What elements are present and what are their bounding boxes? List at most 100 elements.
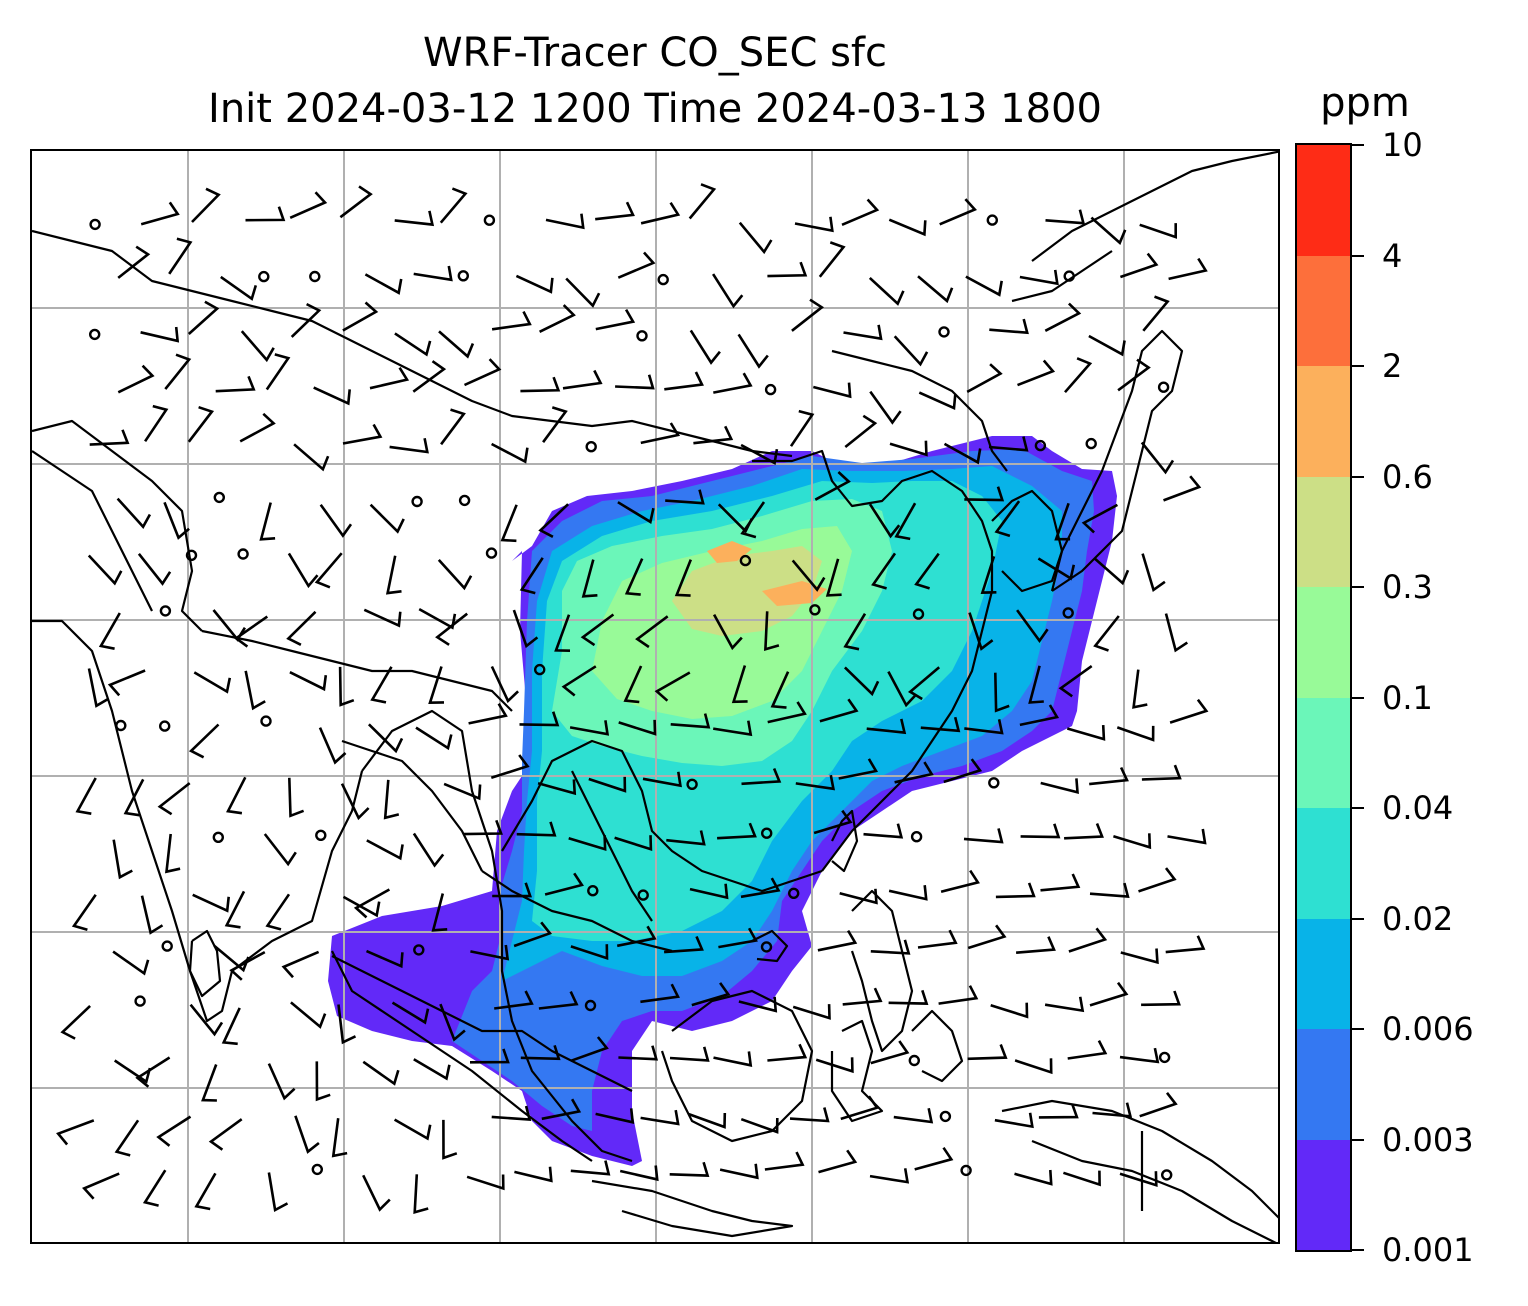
wind-barb bbox=[640, 1109, 680, 1126]
wind-barb bbox=[116, 497, 152, 530]
wind-barb bbox=[889, 440, 928, 457]
wind-barb bbox=[914, 1146, 954, 1171]
calm-wind-circle bbox=[309, 270, 321, 283]
wind-barb bbox=[87, 668, 110, 708]
wind-barb bbox=[713, 1051, 753, 1067]
wind-barb bbox=[135, 1056, 171, 1088]
wind-barb bbox=[439, 1003, 466, 1042]
wind-barb bbox=[394, 210, 435, 227]
wind-barb bbox=[123, 778, 145, 817]
wind-barb bbox=[1088, 334, 1126, 357]
calm-wind-circle bbox=[686, 778, 698, 790]
colorbar-tick bbox=[1352, 807, 1364, 809]
wind-barb bbox=[740, 443, 779, 466]
colorbar-tick bbox=[1352, 365, 1364, 367]
wind-barb bbox=[193, 671, 232, 694]
wind-barb bbox=[187, 405, 215, 443]
wind-barb bbox=[342, 895, 381, 918]
wind-barb bbox=[187, 300, 220, 335]
wind-barb bbox=[315, 1061, 331, 1102]
colorbar-tick-label: 2 bbox=[1382, 347, 1403, 385]
coastline-segment bbox=[32, 450, 153, 612]
wind-barb bbox=[963, 828, 1004, 844]
wind-barb bbox=[994, 500, 1021, 538]
wind-barb bbox=[887, 670, 917, 708]
wind-barb bbox=[394, 332, 432, 357]
calm-wind-circle bbox=[411, 495, 423, 508]
wind-barb bbox=[439, 187, 468, 224]
wind-barb bbox=[964, 719, 1004, 735]
wind-barb bbox=[718, 927, 758, 949]
wind-barb bbox=[840, 1095, 880, 1121]
wind-barb bbox=[666, 830, 706, 846]
wind-barb bbox=[767, 701, 807, 724]
wind-barb bbox=[442, 1119, 458, 1160]
wind-barb bbox=[693, 425, 734, 445]
calm-wind-circle bbox=[212, 831, 225, 843]
colorbar-segment bbox=[1297, 1028, 1350, 1140]
wind-barb bbox=[538, 503, 569, 538]
wind-barb bbox=[87, 554, 123, 586]
wind-barb bbox=[363, 608, 402, 628]
wind-barb bbox=[894, 502, 917, 541]
coastline-segment bbox=[850, 889, 914, 1053]
colorbar-tick bbox=[1352, 1138, 1364, 1141]
calm-wind-circle bbox=[413, 944, 425, 956]
wind-barb bbox=[794, 216, 834, 233]
wind-barb bbox=[789, 1107, 830, 1123]
wind-barb bbox=[1019, 269, 1059, 286]
wind-barb bbox=[918, 391, 957, 411]
colorbar-tick bbox=[1352, 1028, 1364, 1030]
coastline-segment bbox=[361, 709, 633, 1163]
wind-barb bbox=[570, 1036, 609, 1063]
map-panel bbox=[30, 149, 1280, 1244]
wind-barb bbox=[618, 719, 657, 736]
calm-wind-circle bbox=[1158, 1051, 1171, 1064]
wind-barb bbox=[1090, 216, 1127, 245]
wind-barb bbox=[1089, 766, 1129, 786]
wind-barb bbox=[98, 612, 121, 650]
calm-wind-circle bbox=[260, 715, 272, 727]
wind-barb bbox=[339, 185, 373, 219]
wind-barb bbox=[595, 1108, 635, 1124]
calm-wind-circle bbox=[637, 889, 649, 901]
wind-barb bbox=[868, 503, 901, 539]
wind-barb bbox=[1168, 257, 1208, 281]
wind-barb bbox=[664, 935, 704, 954]
calm-wind-circle bbox=[89, 218, 101, 231]
calm-wind-circle bbox=[788, 887, 800, 899]
wind-barb bbox=[907, 666, 941, 701]
wind-barb bbox=[818, 241, 846, 278]
wind-barb bbox=[1113, 833, 1152, 850]
wind-barb bbox=[940, 869, 980, 893]
wind-barb bbox=[688, 183, 717, 220]
wind-barb bbox=[938, 985, 979, 1005]
wind-barb bbox=[89, 429, 130, 446]
colorbar-segment bbox=[1297, 586, 1350, 698]
wind-barb bbox=[738, 221, 773, 255]
wind-barb bbox=[463, 819, 503, 836]
calm-wind-circle bbox=[739, 554, 752, 567]
wind-barb bbox=[331, 1118, 348, 1158]
wind-barb bbox=[1044, 996, 1085, 1013]
coastline-segment bbox=[32, 419, 203, 632]
wind-barb bbox=[688, 1112, 727, 1129]
wind-barb bbox=[342, 301, 379, 332]
wind-barb bbox=[1045, 209, 1086, 225]
wind-barb bbox=[841, 198, 880, 226]
wind-barb bbox=[413, 265, 453, 282]
coastline-segment bbox=[32, 229, 793, 458]
wind-barb bbox=[192, 893, 230, 913]
wind-barb bbox=[939, 198, 977, 226]
wind-barb bbox=[437, 559, 473, 591]
wind-barb bbox=[267, 1063, 296, 1101]
coastline-segment bbox=[660, 989, 814, 1143]
wind-barb bbox=[980, 556, 997, 594]
wind-barb bbox=[114, 1119, 140, 1157]
wind-barb bbox=[215, 375, 256, 393]
wind-barb bbox=[201, 1064, 218, 1102]
wind-barb bbox=[1093, 615, 1120, 652]
wind-barb bbox=[491, 311, 532, 331]
colorbar-tick bbox=[1352, 254, 1364, 257]
wind-barb bbox=[1116, 725, 1155, 742]
